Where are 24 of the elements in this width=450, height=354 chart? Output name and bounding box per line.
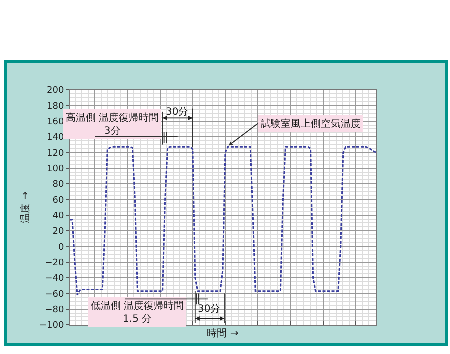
y-tick-label: 100 <box>47 164 64 174</box>
y-tick-label: 160 <box>47 117 64 128</box>
y-tick-label: 40 <box>52 211 64 222</box>
y-tick-label: −80 <box>45 305 64 316</box>
y-tick-label: 60 <box>52 196 64 206</box>
y-tick-label: 80 <box>52 180 64 190</box>
y-tick-label: 20 <box>52 227 64 238</box>
x-axis-title: 時間 → <box>207 328 239 340</box>
y-tick-label: 180 <box>47 102 64 112</box>
annotation: 30分 <box>198 303 221 315</box>
annotation: 試験室風上側空気温度 <box>261 118 361 130</box>
y-tick-label: 0 <box>58 242 64 253</box>
line-series <box>70 146 376 296</box>
y-tick-label: −100 <box>39 321 64 332</box>
annotation: 30分 <box>166 106 189 118</box>
y-tick-label: 120 <box>47 148 64 159</box>
y-tick-label: 140 <box>47 133 64 144</box>
y-tick-label: −40 <box>45 274 64 284</box>
y-tick-label: −60 <box>45 290 64 300</box>
annotation: 高温側 温度復帰時間 3分 <box>66 112 160 137</box>
y-axis-title: 温度 → <box>19 192 32 224</box>
y-tick-label: 200 <box>47 86 64 96</box>
annotation: 低温側 温度復帰時間 1.5 分 <box>91 300 184 325</box>
y-tick-label: −20 <box>45 258 64 268</box>
